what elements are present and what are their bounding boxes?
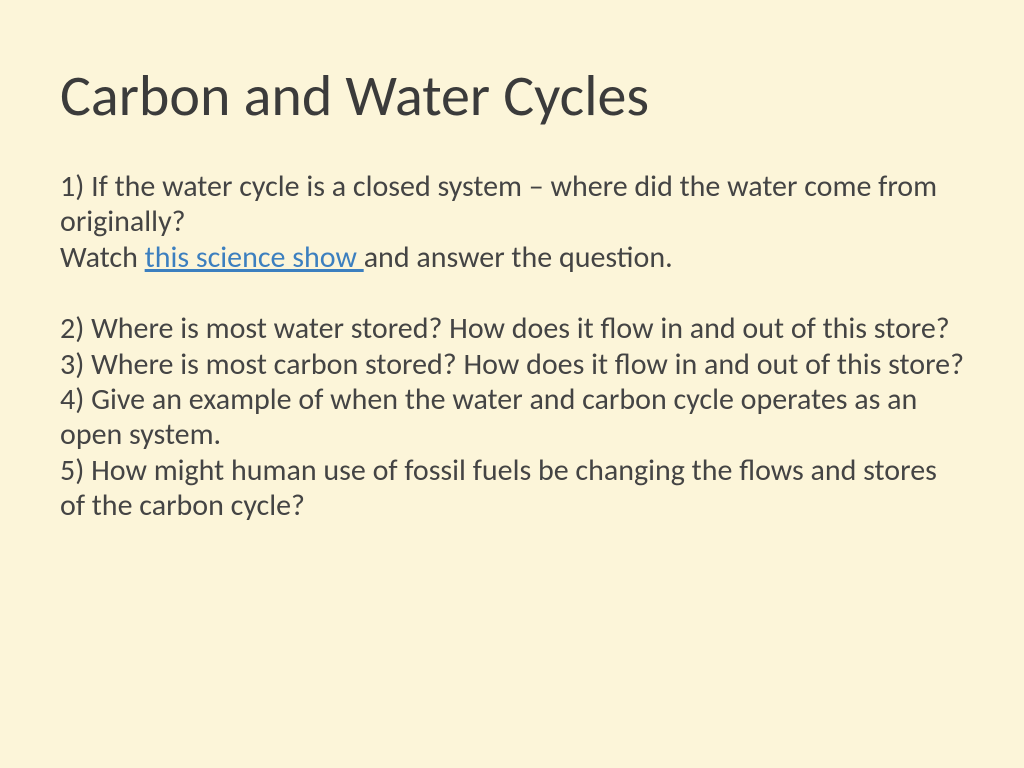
question-5: 5) How might human use of fossil fuels b… — [60, 453, 964, 524]
slide-container: Carbon and Water Cycles 1) If the water … — [0, 0, 1024, 768]
paragraph-gap — [60, 275, 964, 311]
q1-post-link-text: and answer the question. — [364, 239, 673, 276]
question-3: 3) Where is most carbon stored? How does… — [60, 347, 964, 382]
question-1-line2: Watch this science show and answer the q… — [60, 240, 964, 275]
slide-title: Carbon and Water Cycles — [60, 60, 964, 131]
question-4: 4) Give an example of when the water and… — [60, 382, 964, 453]
question-2: 2) Where is most water stored? How does … — [60, 311, 964, 346]
question-1-line1: 1) If the water cycle is a closed system… — [60, 169, 964, 240]
science-show-link[interactable]: this science show — [145, 239, 364, 276]
slide-body: 1) If the water cycle is a closed system… — [60, 169, 964, 524]
q1-pre-link-text: Watch — [60, 239, 145, 276]
